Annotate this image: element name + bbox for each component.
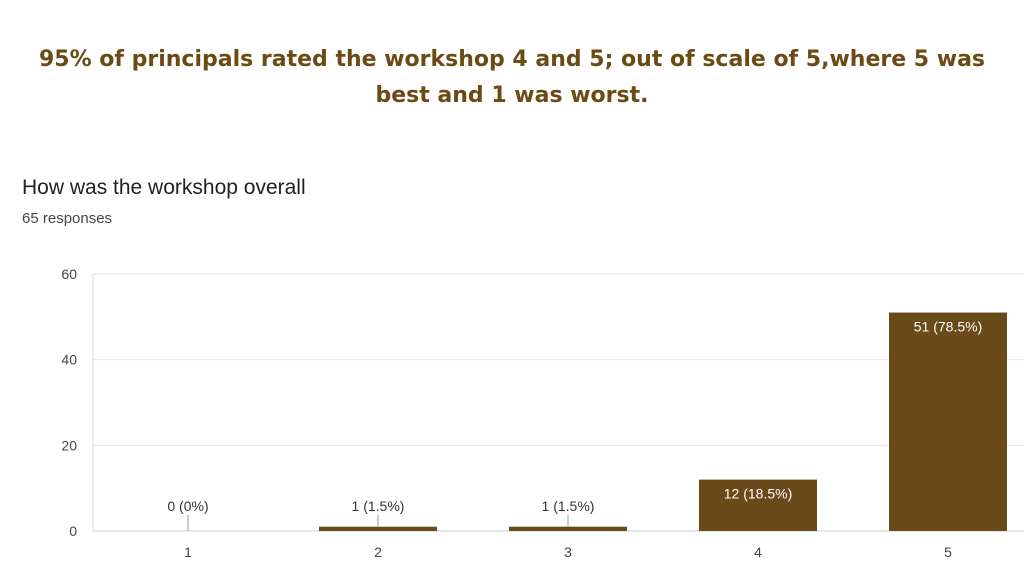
x-tick-label: 1 <box>184 544 192 560</box>
y-tick-label: 20 <box>61 437 77 453</box>
x-tick-label: 2 <box>374 544 382 560</box>
x-tick-label: 3 <box>564 544 572 560</box>
data-label: 1 (1.5%) <box>352 498 405 514</box>
data-label: 12 (18.5%) <box>724 486 792 502</box>
bar-3 <box>509 526 627 531</box>
y-tick-label: 60 <box>61 266 77 282</box>
chart-subtitle: 65 responses <box>22 210 113 227</box>
x-tick-label: 4 <box>754 544 762 560</box>
y-tick-label: 0 <box>69 523 77 539</box>
y-tick-label: 40 <box>61 352 77 368</box>
x-tick-label: 5 <box>944 544 952 560</box>
bar-4 <box>699 479 817 531</box>
bar-2 <box>319 526 437 531</box>
data-label: 0 (0%) <box>167 498 208 514</box>
chart-title: How was the workshop overall <box>22 176 306 199</box>
bar-5 <box>889 312 1007 531</box>
data-label: 51 (78.5%) <box>914 319 982 335</box>
data-label: 1 (1.5%) <box>542 498 595 514</box>
headline: 95% of principals rated the workshop 4 a… <box>38 47 986 108</box>
